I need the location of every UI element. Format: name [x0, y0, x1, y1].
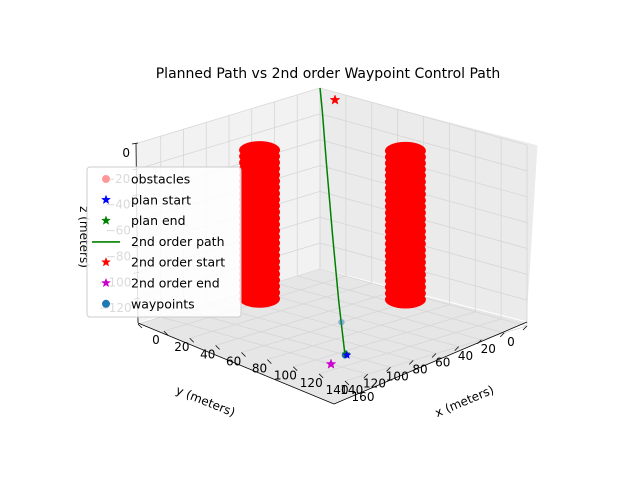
legend-label: 2nd order end — [131, 276, 220, 291]
x-tick — [163, 330, 169, 336]
x-tick-label: 140 — [326, 383, 349, 397]
legend-label: plan start — [131, 192, 191, 207]
legend-circle-swatch — [102, 299, 110, 308]
chart-title: Planned Path vs 2nd order Waypoint Contr… — [156, 66, 501, 82]
waypoint-marker — [338, 318, 345, 326]
legend-label: obstacles — [131, 172, 190, 187]
x-tick — [344, 380, 350, 386]
y-tick — [477, 339, 482, 345]
legend-label: 2nd order path — [131, 234, 225, 249]
x-tick-label: 40 — [200, 347, 215, 361]
legend-box — [86, 166, 242, 318]
y-tick — [454, 346, 460, 351]
x-tick — [318, 373, 324, 379]
y-tick-label: 60 — [435, 356, 450, 370]
legend-entry-3: plan end — [101, 213, 186, 228]
z-tick — [131, 142, 139, 145]
y-grid-floor — [274, 282, 482, 341]
legend: obstacles plan start plan end 2nd order pat… — [86, 166, 242, 318]
legend-entry-6: 2nd order end — [101, 276, 220, 291]
legend-star-swatch — [101, 194, 111, 205]
x-axis-line — [333, 321, 528, 405]
x-tick-label: 80 — [252, 362, 267, 376]
legend-star-swatch — [101, 277, 111, 288]
obstacles — [239, 141, 426, 309]
x-tick — [189, 337, 195, 343]
legend-entry-4: 2nd order path — [92, 234, 225, 249]
z-grid-right — [319, 87, 528, 146]
path-layer — [319, 87, 346, 356]
x-tick — [215, 345, 220, 350]
obstacle-2 — [384, 141, 426, 309]
plan-start-marker — [342, 350, 352, 359]
legend-entry-2: plan start — [101, 192, 191, 207]
y-grid-floor — [183, 309, 391, 368]
legend-entries: obstacles plan start plan end 2nd order pat… — [92, 172, 225, 311]
x-tick — [241, 352, 246, 357]
y-tick — [431, 353, 437, 358]
y-tick-label: 40 — [458, 349, 473, 363]
markers-layer — [325, 94, 352, 369]
z-grid-left — [137, 113, 321, 170]
x-tick-label: 160 — [352, 390, 375, 404]
obstacle-1 — [239, 141, 281, 308]
y-tick — [522, 325, 528, 331]
obstacle-point — [239, 289, 281, 308]
legend-entry-7: waypoints — [102, 296, 195, 311]
x-tick — [267, 359, 272, 364]
y-tick — [386, 366, 391, 372]
z-grid-right — [319, 113, 528, 172]
z-tick-label: 0 — [122, 146, 130, 160]
x-tick-label: 0 — [152, 333, 160, 347]
legend-label: plan end — [131, 213, 186, 228]
x-tick-label: 60 — [226, 354, 241, 368]
legend-circle-swatch — [102, 175, 110, 183]
2nd-order-start-marker — [329, 94, 341, 105]
y-tick-label: 120 — [363, 376, 386, 390]
legend-star-swatch — [101, 215, 111, 225]
y-tick-label: 100 — [386, 369, 409, 383]
legend-star-swatch — [101, 256, 111, 267]
legend-label: waypoints — [131, 296, 195, 311]
x-tick — [292, 366, 298, 372]
y-tick-label: 0 — [507, 335, 515, 349]
obstacle-point — [384, 290, 426, 309]
x-tick-label: 20 — [174, 340, 189, 354]
z-grid-left — [137, 87, 321, 144]
y-tick-label: 20 — [481, 342, 496, 356]
legend-entry-1: obstacles — [102, 172, 190, 187]
legend-label: 2nd order start — [131, 255, 225, 270]
x-tick-label: 120 — [300, 376, 323, 390]
y-axis-line — [137, 322, 335, 405]
y-grid-floor — [251, 289, 459, 348]
y-tick — [499, 332, 505, 338]
y-tick-label: 80 — [412, 363, 427, 377]
2nd-order-end-marker — [325, 358, 337, 369]
x-tick — [137, 323, 143, 329]
legend-entry-5: 2nd order start — [101, 255, 225, 270]
y-tick-label: 140 — [340, 383, 363, 397]
y-tick — [408, 360, 414, 365]
y-tick — [363, 373, 369, 379]
x-tick-label: 100 — [274, 369, 297, 383]
2nd-order-path-line — [319, 87, 346, 356]
